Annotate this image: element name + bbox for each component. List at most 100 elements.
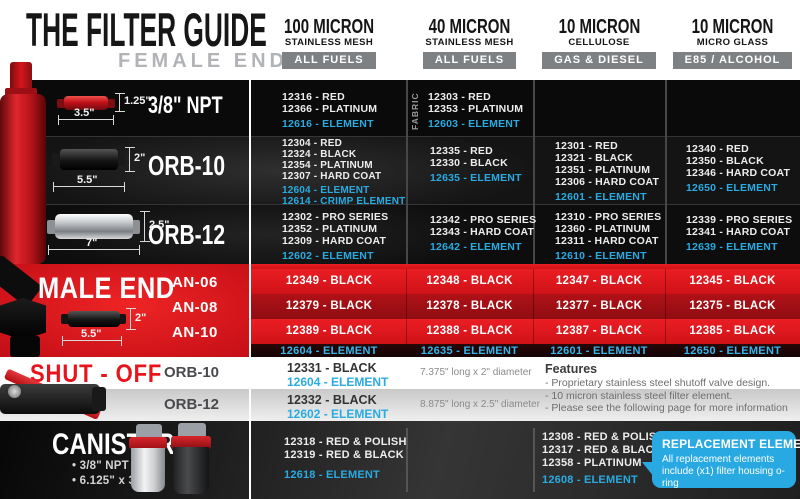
cell-an08-100micron: 12379 - BLACK — [285, 300, 373, 312]
features-title: Features — [545, 362, 598, 376]
length-dimension-line — [48, 245, 140, 255]
cell-orb12-cellulose: 12310 - PRO SERIES 12360 - PLATINUM 1231… — [555, 211, 661, 262]
cell-an08-microglass: 12375 - BLACK — [689, 300, 776, 312]
label-column-divider — [249, 80, 251, 499]
length-dimension-label: 5.5" — [81, 328, 102, 340]
element-number: 12635 - ELEMENT — [430, 172, 522, 184]
feature-line: - Proprietary stainless steel shutoff va… — [545, 377, 771, 389]
figure-end-fitting — [57, 99, 65, 108]
figure-body — [60, 149, 118, 170]
cell-canister-100micron: 12318 - RED & POLISH 12319 - RED & BLACK… — [284, 436, 407, 481]
element-number: 12601 - ELEMENT — [555, 191, 647, 203]
column-media-label: CELLULOSE — [568, 37, 630, 48]
shutoff-orb10-size: 7.375" long x 2" diameter — [420, 367, 532, 378]
element-number: 12604 - ELEMENT — [282, 185, 370, 196]
figure-end-fitting — [52, 153, 61, 166]
part-number: 12306 - HARD COAT — [555, 176, 660, 188]
height-dimension-label: 2.5" — [149, 219, 170, 231]
figure-end-fitting — [107, 99, 115, 108]
cell-an06-microglass: 12345 - BLACK — [689, 275, 776, 287]
canister-body — [131, 448, 165, 492]
callout-body: All replacement elements include (x1) fi… — [662, 454, 785, 489]
length-dimension-label: 5.5" — [77, 174, 98, 186]
fitting-nut — [0, 298, 46, 340]
column-header-100-micron: 100 MICRON STAINLESS MESH ALL FUELS — [252, 16, 406, 69]
part-number: 12354 - PLATINUM — [282, 160, 373, 171]
element-number: 12610 - ELEMENT — [555, 250, 647, 262]
cell-orb12-100micron: 12302 - PRO SERIES 12352 - PLATINUM 1230… — [282, 211, 388, 262]
cell-orb12-microglass: 12339 - PRO SERIES 12341 - HARD COAT 126… — [686, 214, 792, 253]
cell-an06-cellulose: 12347 - BLACK — [555, 275, 643, 287]
column-divider — [533, 80, 535, 264]
height-dimension-label: 1.25" — [124, 95, 151, 107]
height-dimension-line — [126, 308, 136, 330]
fuel-badge: GAS & DIESEL — [542, 52, 656, 69]
shutoff-orb12-size: 8.875" long x 2.5" diameter — [420, 399, 540, 410]
feature-line: - Please see the following page for more… — [545, 402, 788, 414]
canister-bracket — [136, 424, 162, 438]
cell-an08-40micron: 12378 - BLACK — [426, 300, 513, 312]
cell-orb10-40micron: 12335 - RED 12330 - BLACK 12635 - ELEMEN… — [430, 145, 522, 184]
length-dimension-line — [58, 115, 114, 125]
column-divider — [665, 80, 667, 264]
length-dimension-label: 3.5" — [74, 107, 95, 119]
column-media-label: STAINLESS MESH — [284, 37, 374, 48]
figure-body — [68, 311, 120, 327]
figure-body — [55, 214, 133, 239]
column-divider — [665, 269, 666, 344]
cell-orb10-microglass: 12340 - RED 12350 - BLACK 12346 - HARD C… — [686, 143, 790, 194]
part-number: 12360 - PLATINUM — [555, 223, 651, 235]
part-number: 12335 - RED — [430, 145, 493, 157]
part-number: 12339 - PRO SERIES — [686, 214, 793, 226]
figure-end-fitting — [47, 220, 56, 234]
male-element-100micron: 12604 - ELEMENT — [280, 345, 378, 357]
cell-npt-40micron: 12303 - RED 12353 - PLATINUM 12603 - ELE… — [428, 91, 523, 130]
column-micron-label: 40 MICRON — [428, 16, 511, 38]
element-number: 12603 - ELEMENT — [428, 118, 520, 130]
row-npt-background — [30, 80, 800, 137]
column-micron-label: 10 MICRON — [558, 16, 640, 38]
element-number: 12650 - ELEMENT — [686, 182, 778, 194]
element-number: 12614 - CRIMP ELEMENT — [282, 196, 406, 207]
cell-canister-cellulose: 12308 - RED & POLISH 12317 - RED & BLACK… — [542, 431, 665, 486]
cell-an10-100micron: 12389 - BLACK — [285, 325, 373, 337]
valve-end — [92, 387, 106, 411]
part-number: 12311 - HARD COAT — [555, 235, 659, 247]
shutoff-orb10-element: 12604 - ELEMENT — [287, 375, 389, 389]
shutoff-orb12-part: 12332 - BLACK — [287, 393, 377, 407]
height-dimension-label: 2" — [134, 152, 146, 164]
column-header-40-micron: 40 MICRON STAINLESS MESH ALL FUELS — [406, 16, 533, 69]
cell-orb12-40micron: 12342 - PRO SERIES 12343 - HARD COAT 126… — [430, 214, 536, 253]
part-number: 12308 - RED & POLISH — [542, 431, 665, 443]
cell-an06-100micron: 12349 - BLACK — [285, 275, 373, 287]
an08-label: AN-08 — [172, 299, 218, 316]
canister-red-cap — [129, 437, 167, 449]
row-label-orb12: ORB-12 — [148, 219, 226, 250]
height-dimension-label: 2" — [135, 312, 147, 324]
fuel-badge: ALL FUELS — [422, 52, 517, 69]
row-label-npt: 3/8" NPT — [148, 92, 223, 119]
part-number: 12350 - BLACK — [686, 155, 764, 167]
column-divider — [533, 269, 534, 344]
part-number: 12330 - BLACK — [430, 157, 508, 169]
element-number: 12616 - ELEMENT — [282, 118, 374, 130]
height-dimension-line — [125, 147, 135, 172]
part-number: 12309 - HARD COAT — [282, 235, 387, 247]
part-number: 12303 - RED — [428, 91, 491, 103]
shutoff-row-orb10-background — [0, 357, 800, 389]
part-number: 12358 - PLATINUM — [542, 457, 642, 469]
height-dimension-line — [140, 211, 150, 242]
column-divider — [406, 269, 407, 344]
shutoff-row-orb12-background — [0, 389, 800, 421]
red-filter-neck — [10, 62, 32, 96]
an06-label: AN-06 — [172, 274, 218, 291]
an10-label: AN-10 — [172, 324, 218, 341]
page-title: THE FILTER GUIDE — [26, 2, 456, 57]
male-element-40micron: 12635 - ELEMENT — [420, 345, 519, 357]
features-list: - Proprietary stainless steel shutoff va… — [545, 377, 788, 415]
cell-an10-microglass: 12385 - BLACK — [689, 325, 776, 337]
shutoff-heading: SHUT - OFF — [30, 360, 163, 388]
element-number: 12618 - ELEMENT — [284, 469, 380, 481]
cell-an08-cellulose: 12377 - BLACK — [555, 300, 643, 312]
